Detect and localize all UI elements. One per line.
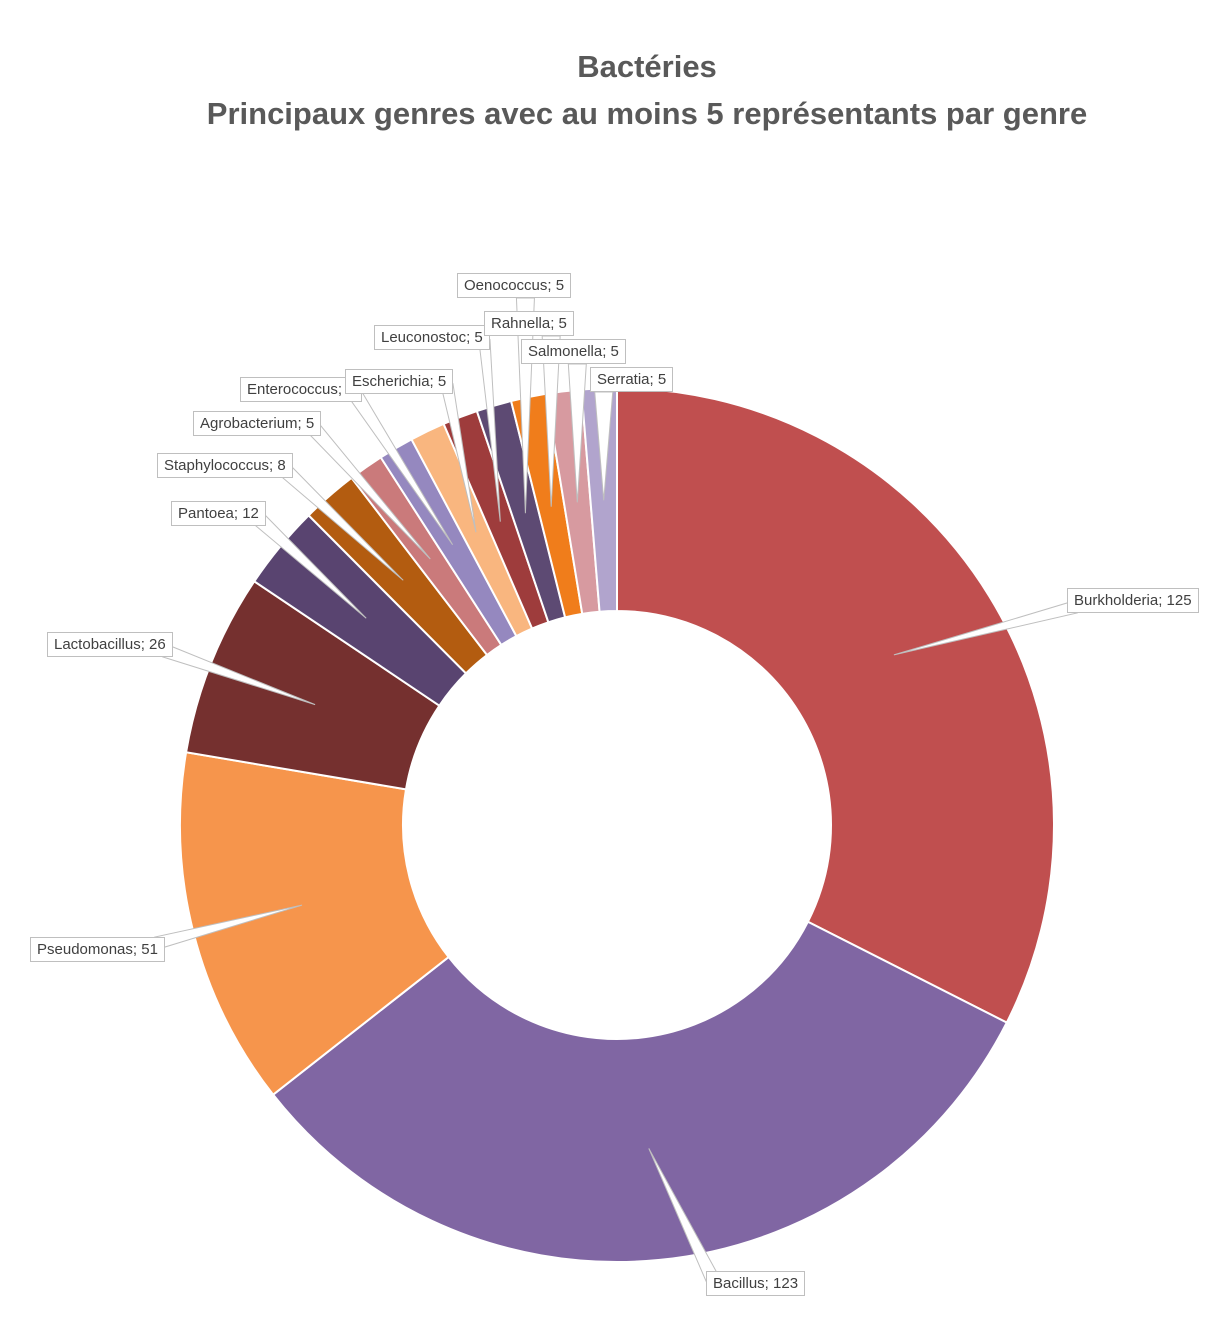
data-label-bacillus: Bacillus; 123: [706, 1271, 806, 1296]
data-label-serratia: Serratia; 5: [590, 367, 674, 392]
data-label-enterococcus: Enterococcus; 5: [240, 377, 362, 402]
slice-bacillus: [271, 920, 1009, 1263]
leader-line-serratia: [594, 391, 614, 501]
data-label-oenococcus: Oenococcus; 5: [457, 273, 572, 298]
data-label-rahnella: Rahnella; 5: [484, 311, 574, 336]
chart-title-line1: Bactéries: [577, 49, 717, 84]
leader-line-salmonella: [567, 363, 587, 503]
data-label-agrobacterium: Agrobacterium; 5: [193, 411, 322, 436]
slice-pseudomonas: [179, 751, 451, 1097]
slice-burkholderia: [616, 386, 1055, 1024]
data-label-escherichia: Escherichia; 5: [345, 369, 454, 394]
data-label-pseudomonas: Pseudomonas; 51: [30, 937, 165, 962]
chart-title: Bactéries Principaux genres avec au moin…: [47, 44, 1231, 137]
data-label-staphylococcus: Staphylococcus; 8: [157, 453, 293, 478]
data-label-salmonella: Salmonella; 5: [521, 339, 626, 364]
leader-line-rahnella: [541, 335, 561, 507]
chart-title-line2: Principaux genres avec au moins 5 représ…: [206, 95, 1088, 131]
data-label-burkholderia: Burkholderia; 125: [1067, 588, 1199, 613]
data-label-leuconostoc: Leuconostoc; 5: [374, 325, 490, 350]
data-label-pantoea: Pantoea; 12: [171, 501, 266, 526]
data-label-lactobacillus: Lactobacillus; 26: [47, 632, 173, 657]
